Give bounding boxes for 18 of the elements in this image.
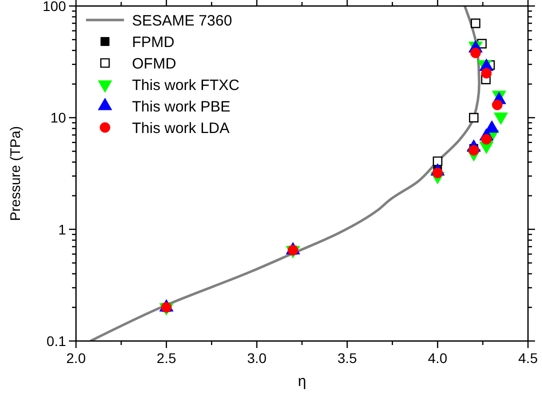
x-tick-label: 4.5 bbox=[518, 350, 538, 366]
x-tick-label: 2.5 bbox=[156, 350, 176, 366]
x-tick-label: 2.0 bbox=[66, 350, 86, 366]
legend-label: This work PBE bbox=[132, 98, 230, 116]
x-tick-label: 3.0 bbox=[247, 350, 267, 366]
legend-label: SESAME 7360 bbox=[132, 12, 232, 30]
legend-label: FPMD bbox=[132, 34, 175, 51]
y-tick-label: 10 bbox=[50, 110, 66, 126]
y-tick-label: 0.1 bbox=[46, 333, 66, 349]
x-tick-label: 4.0 bbox=[428, 350, 448, 366]
x-tick-label: 3.5 bbox=[337, 350, 358, 366]
legend-label: OFMD bbox=[132, 56, 176, 72]
legend-label: This work LDA bbox=[132, 120, 230, 137]
legend-label: This work FTXC bbox=[132, 77, 240, 94]
y-tick-label: 100 bbox=[42, 0, 66, 14]
y-tick-label: 1 bbox=[58, 221, 66, 238]
x-axis-title: η bbox=[298, 373, 306, 390]
y-axis-title: Pressure (TPa) bbox=[7, 126, 23, 221]
